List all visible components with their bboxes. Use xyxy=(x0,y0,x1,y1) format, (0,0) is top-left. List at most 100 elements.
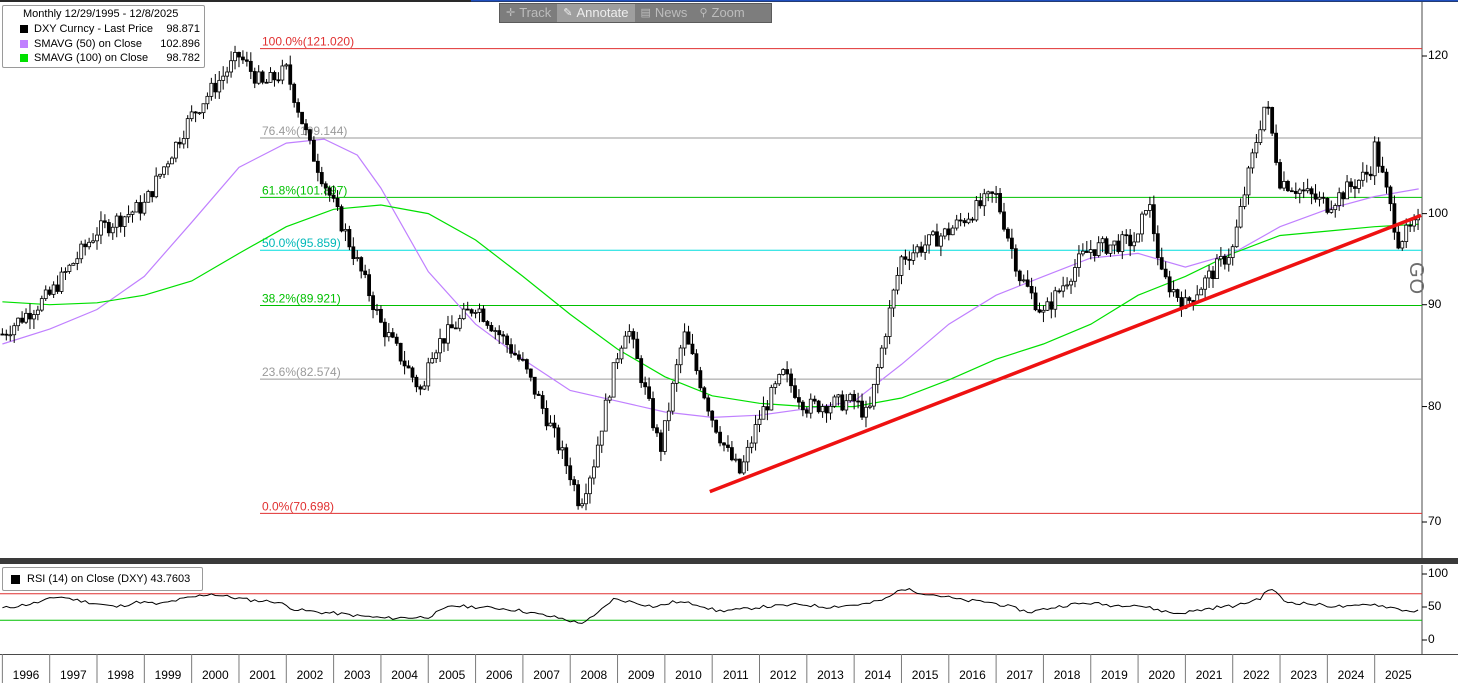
candle-body xyxy=(781,369,786,375)
candle-body xyxy=(410,367,415,378)
year-tick-label: 2011 xyxy=(722,668,749,682)
candle-body xyxy=(749,442,754,448)
candle-body xyxy=(1274,132,1278,163)
candle-body xyxy=(599,430,604,446)
candle-body xyxy=(1017,270,1022,282)
legend-label: SMAVG (50) on Close xyxy=(34,37,143,50)
price-legend[interactable]: Monthly 12/29/1995 - 12/8/2025 DXY Curnc… xyxy=(2,5,205,68)
candle-body xyxy=(1073,267,1077,282)
year-tick-label: 2023 xyxy=(1290,668,1318,682)
fib-label-4: 38.2%(89.921) xyxy=(262,291,341,305)
candle-body xyxy=(1065,284,1069,287)
legend-item-price[interactable]: DXY Curncy - Last Price 98.871 xyxy=(3,22,204,37)
candle-body xyxy=(1037,309,1042,313)
candle-body xyxy=(718,431,722,444)
candle-body xyxy=(899,256,904,276)
year-tick-label: 2010 xyxy=(675,668,702,682)
candle-body xyxy=(430,358,435,364)
candle-body xyxy=(793,385,797,398)
candle-body xyxy=(221,75,226,81)
candle-body xyxy=(114,215,119,228)
candle-body xyxy=(323,183,328,189)
candle-body xyxy=(422,385,427,390)
candle-body xyxy=(130,211,135,215)
candle-body xyxy=(347,229,352,248)
candle-body xyxy=(363,270,368,276)
candle-body xyxy=(99,220,103,236)
go-side-tab[interactable]: GO xyxy=(1405,262,1427,296)
candle-body xyxy=(319,172,324,185)
candle-body xyxy=(994,193,999,195)
annotate-button[interactable]: ✎ Annotate xyxy=(557,4,635,22)
year-tick-label: 2014 xyxy=(864,668,892,682)
candle-body xyxy=(513,352,517,356)
candle-body xyxy=(915,246,920,254)
price-tick-label: 90 xyxy=(1428,296,1442,311)
candle-body xyxy=(1218,256,1223,260)
candle-body xyxy=(292,83,297,103)
candle-body xyxy=(1293,190,1298,194)
candle-body xyxy=(300,111,304,125)
candle-body xyxy=(233,51,237,62)
candle-body xyxy=(978,200,983,207)
candle-body xyxy=(1380,165,1385,173)
news-button[interactable]: ▤ News xyxy=(635,4,694,22)
year-tick-label: 2008 xyxy=(580,668,608,682)
candle-body xyxy=(1025,279,1030,287)
legend-item-sma100[interactable]: SMAVG (100) on Close 98.782 xyxy=(3,51,204,66)
candle-body xyxy=(804,409,809,414)
candle-body xyxy=(158,173,163,177)
track-button[interactable]: ✛ Track xyxy=(500,4,557,22)
candle-body xyxy=(1364,171,1369,175)
candle-body xyxy=(1211,270,1215,279)
candle-body xyxy=(47,289,52,295)
candle-body xyxy=(584,493,588,505)
candle-body xyxy=(560,447,565,451)
candle-body xyxy=(280,65,285,81)
candle-body xyxy=(1230,246,1235,258)
rsi-legend[interactable]: RSI (14) on Close (DXY) 43.7603 xyxy=(2,567,203,591)
candle-body xyxy=(824,406,829,414)
candle-body xyxy=(193,111,198,114)
candle-body xyxy=(595,444,600,468)
sma-50-line xyxy=(2,138,1419,419)
candle-body xyxy=(1305,188,1310,192)
legend-item-sma50[interactable]: SMAVG (50) on Close 102.896 xyxy=(3,37,204,52)
candle-body xyxy=(181,138,186,145)
candle-body xyxy=(1388,186,1393,205)
candle-body xyxy=(20,317,24,323)
candle-body xyxy=(1262,106,1267,131)
candle-body xyxy=(1144,210,1148,215)
candle-body xyxy=(726,444,730,448)
candle-body xyxy=(647,386,651,399)
legend-value: 102.896 xyxy=(160,37,200,50)
candle-body xyxy=(864,406,868,418)
year-tick-label: 2004 xyxy=(391,668,418,682)
candle-body xyxy=(1077,253,1081,268)
candle-body xyxy=(351,246,356,259)
candle-body xyxy=(891,289,896,309)
candle-body xyxy=(359,257,364,272)
candle-body xyxy=(315,160,320,173)
candle-body xyxy=(651,398,655,429)
candle-body xyxy=(1341,192,1346,200)
candle-body xyxy=(1376,141,1381,167)
legend-value: 98.871 xyxy=(166,23,200,35)
fib-label-1: 76.4%(109.144) xyxy=(262,124,347,138)
magnifier-icon: ⚲ xyxy=(699,7,708,19)
candle-body xyxy=(1116,240,1121,252)
year-tick-label: 1999 xyxy=(154,668,182,682)
candle-body xyxy=(67,264,72,272)
candle-body xyxy=(51,284,56,295)
candle-body xyxy=(331,194,336,199)
candle-body xyxy=(260,71,265,83)
candle-body xyxy=(442,338,446,344)
candle-body xyxy=(875,367,880,385)
panel-divider[interactable] xyxy=(0,558,1458,564)
candle-body xyxy=(643,382,648,388)
chart-toolbar: ✛ Track ✎ Annotate ▤ News ⚲ Zoom xyxy=(499,3,772,23)
candle-body xyxy=(946,228,951,236)
zoom-button[interactable]: ⚲ Zoom xyxy=(693,4,750,22)
candle-body xyxy=(446,324,450,344)
fib-label-6: 0.0%(70.698) xyxy=(262,499,334,513)
